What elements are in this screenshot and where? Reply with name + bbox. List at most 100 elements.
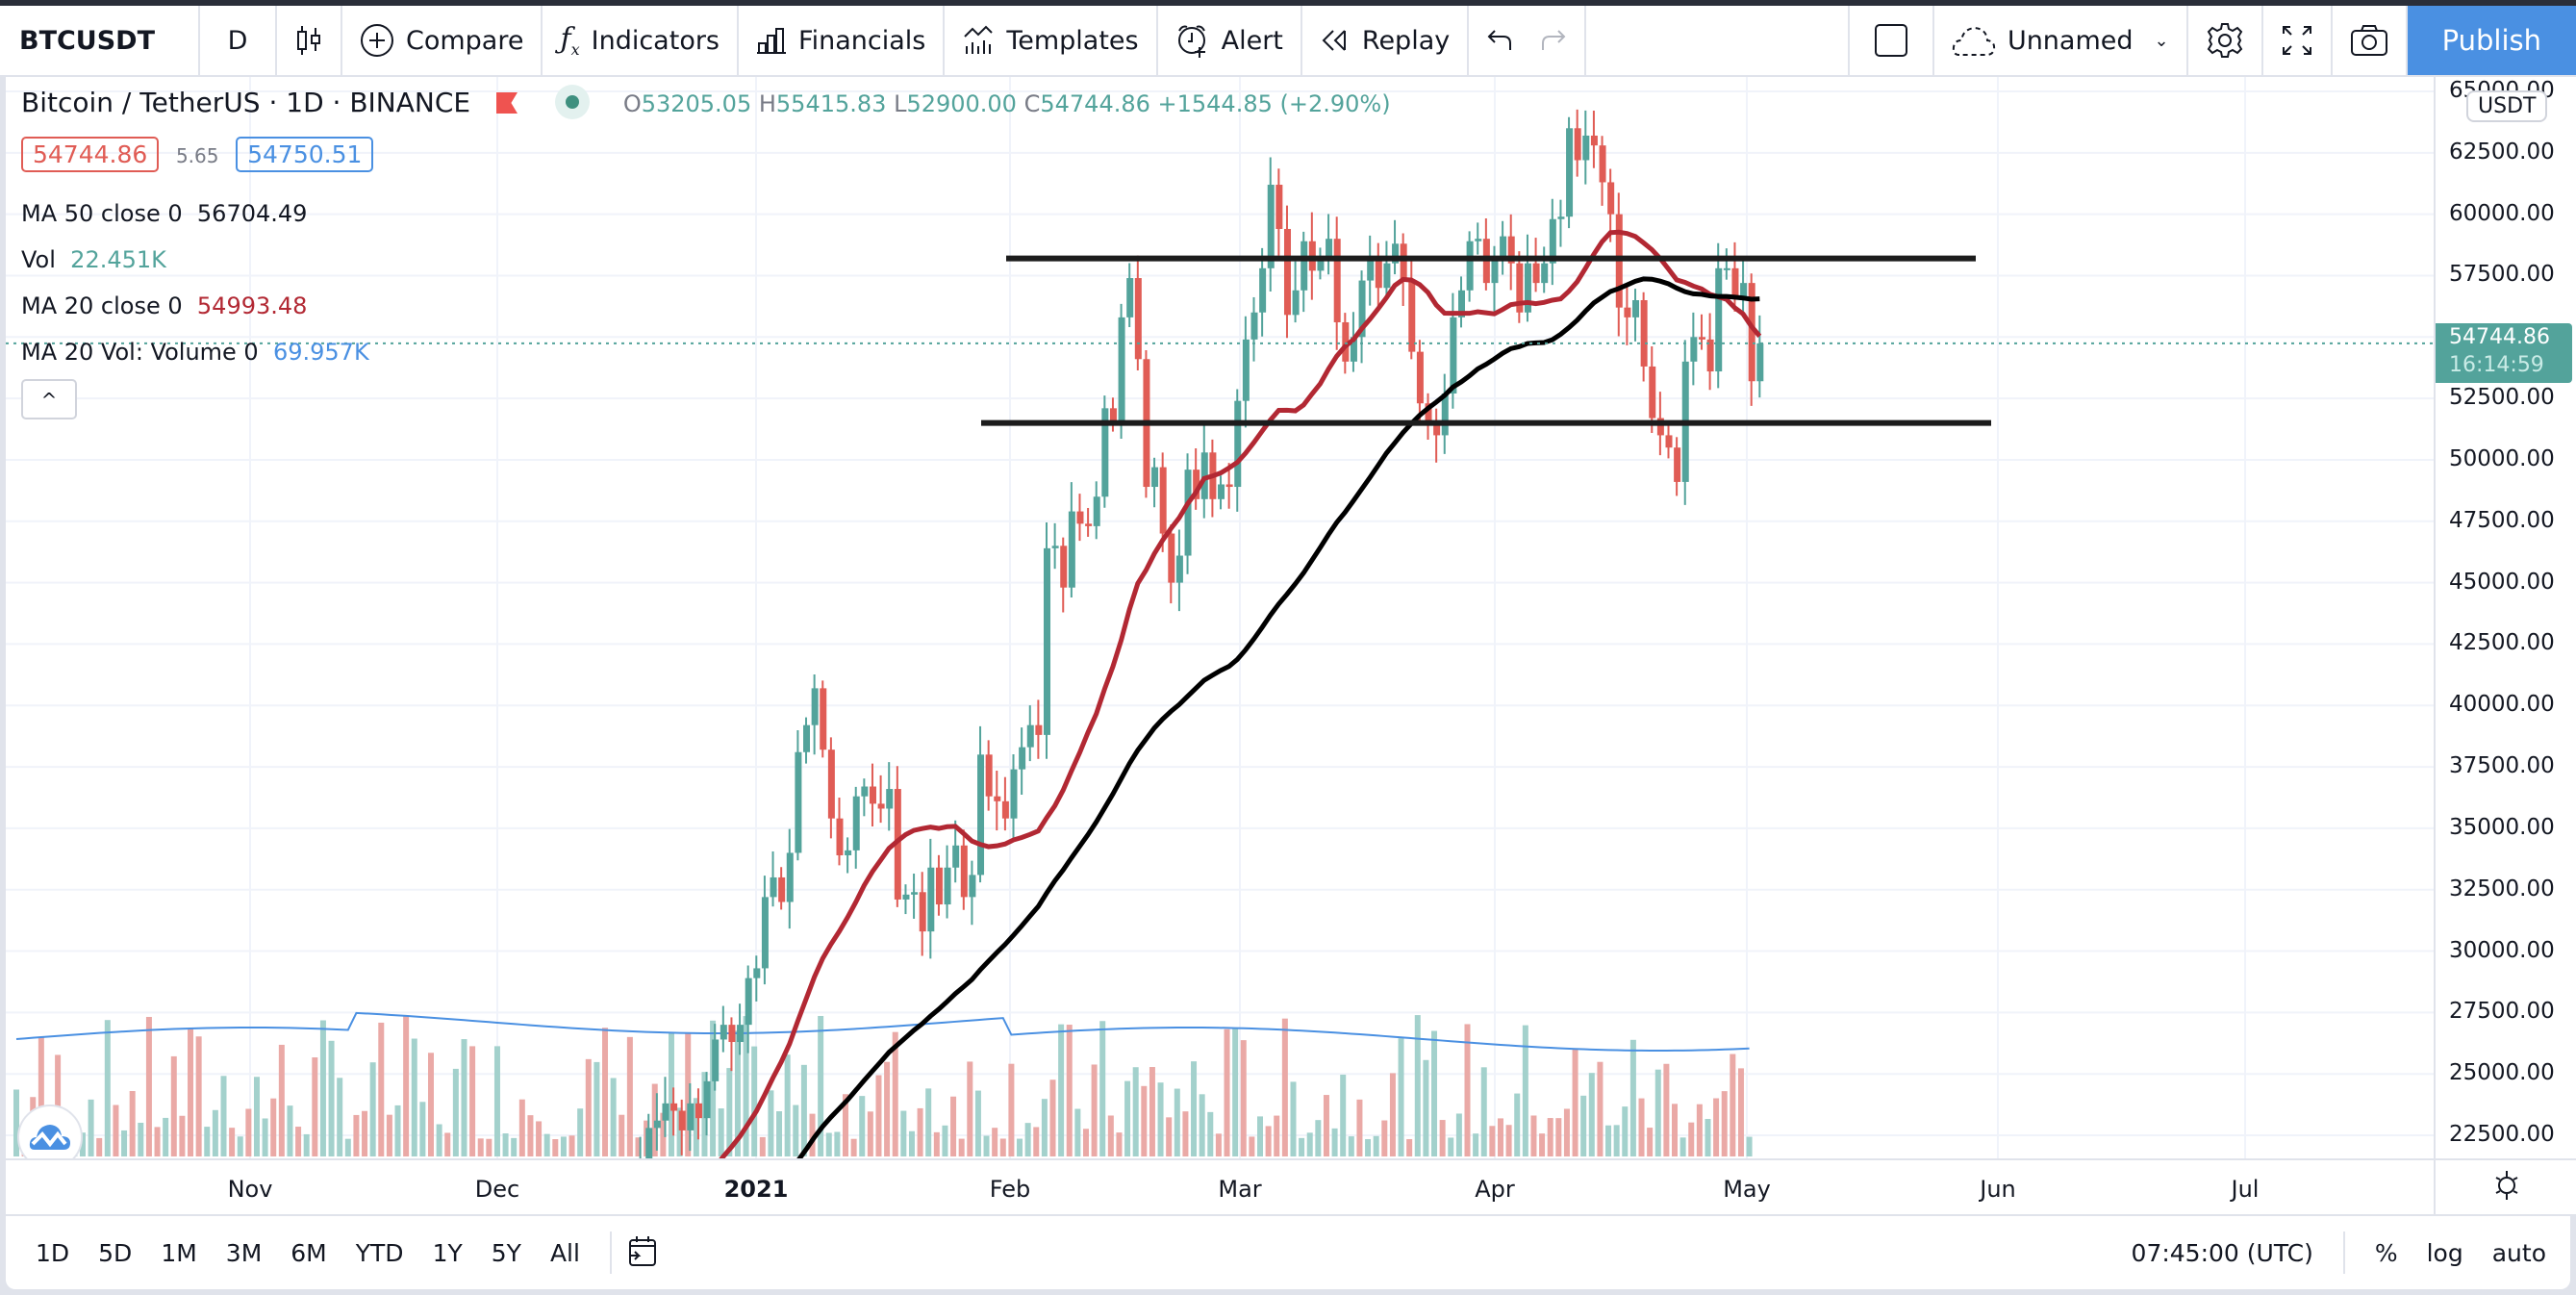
gear-icon [2206,21,2244,60]
interval-button[interactable]: D [200,6,277,75]
time-tick: Nov [227,1176,273,1203]
divider [609,1232,612,1274]
divider [2342,1232,2345,1274]
replay-button[interactable]: Replay [1302,6,1470,75]
bar-countdown: 16:14:59 [2449,353,2544,377]
time-tick: 2021 [723,1176,789,1203]
range-button-ytd[interactable]: YTD [355,1238,404,1267]
snapshot-button[interactable] [2333,6,2408,75]
range-button-3m[interactable]: 3M [225,1238,263,1267]
publish-button[interactable]: Publish [2407,6,2576,75]
cloud-logo-icon [29,1125,70,1150]
undo-icon[interactable] [1486,29,1513,52]
buy-price-button[interactable]: 54750.51 [236,137,374,172]
indicator-volume[interactable]: Vol 22.451K [21,246,166,273]
templates-button[interactable]: Templates [945,6,1158,75]
indicator-ma50[interactable]: MA 50 close 0 56704.49 [21,200,308,227]
price-axis[interactable]: 65000.0062500.0060000.0057500.0052500.00… [2434,77,2576,1158]
price-tick: 27500.00 [2449,999,2555,1025]
price-tick: 45000.00 [2449,569,2555,595]
range-button-1y[interactable]: 1Y [432,1238,463,1267]
range-button-5y[interactable]: 5Y [491,1238,521,1267]
time-tick: Apr [1475,1176,1515,1203]
range-button-1d[interactable]: 1D [36,1238,70,1267]
time-tick: Mar [1218,1176,1262,1203]
sell-price-button[interactable]: 54744.86 [21,137,160,172]
axis-settings-button[interactable] [2434,1158,2576,1214]
time-tick: Dec [474,1176,520,1203]
auto-scale-toggle[interactable]: auto [2491,1238,2546,1267]
price-tick: 22500.00 [2449,1122,2555,1148]
compare-button[interactable]: Compare [342,6,543,75]
indicator-ma20[interactable]: MA 20 close 0 54993.48 [21,292,308,319]
top-toolbar: BTCUSDT D Compare ƒx Indicators Financia… [0,6,2576,77]
indicator-volume-ma20[interactable]: MA 20 Vol: Volume 0 69.957K [21,339,369,366]
price-tick: 62500.00 [2449,139,2555,165]
time-axis[interactable]: Nov Dec 2021 Feb Mar Apr May Jun Jul [6,1158,2434,1214]
layout-name-dropdown[interactable]: Unnamed ⌄ [1934,6,2188,75]
time-tick: May [1723,1176,1771,1203]
financials-button[interactable]: Financials [739,6,946,75]
current-price-label: 54744.86 16:14:59 [2436,323,2572,383]
time-tick: Feb [989,1176,1031,1203]
time-tick: Jun [1980,1176,2016,1203]
window-top-border [0,0,2576,6]
price-tick: 37500.00 [2449,753,2555,779]
tradingview-logo[interactable] [17,1105,83,1158]
alert-label: Alert [1221,25,1283,56]
range-button-5d[interactable]: 5D [98,1238,133,1267]
sun-icon [2490,1169,2523,1206]
currency-button[interactable]: USDT [2466,90,2548,122]
function-icon: ƒx [560,22,580,59]
date-range-group: 1D 5D 1M 3M 6M YTD 1Y 5Y All [21,1239,594,1267]
templates-label: Templates [1006,25,1139,56]
price-chart-canvas[interactable] [6,77,2434,1158]
undo-redo-group [1469,6,1587,75]
chevron-up-icon: ^ [40,389,58,412]
symbol-search-button[interactable]: BTCUSDT [0,6,200,75]
price-tick: 50000.00 [2449,445,2555,471]
flag-icon[interactable] [496,92,518,114]
symbol-label: BTCUSDT [19,25,156,56]
percent-scale-toggle[interactable]: % [2374,1238,2398,1267]
templates-icon [962,25,995,56]
time-tick: Jul [2231,1176,2260,1203]
settings-button[interactable] [2188,6,2263,75]
fullscreen-button[interactable] [2263,6,2333,75]
price-tick: 47500.00 [2449,507,2555,533]
utc-clock[interactable]: 07:45:00 (UTC) [2131,1238,2313,1267]
camera-icon [2350,24,2388,57]
rewind-icon [1320,26,1351,55]
indicators-label: Indicators [591,25,720,56]
range-button-6m[interactable]: 6M [290,1238,327,1267]
redo-icon[interactable] [1540,29,1567,52]
current-price-value: 54744.86 [2449,325,2550,349]
layout-toggle-button[interactable] [1850,6,1934,75]
price-tick: 52500.00 [2449,385,2555,411]
price-tick: 35000.00 [2449,814,2555,840]
price-tick: 32500.00 [2449,876,2555,901]
chart-type-button[interactable] [277,6,342,75]
bid-ask-row: 54744.86 5.65 54750.51 [21,137,374,172]
replay-label: Replay [1361,25,1451,56]
price-tick: 57500.00 [2449,262,2555,288]
log-scale-toggle[interactable]: log [2426,1238,2463,1267]
price-tick: 30000.00 [2449,937,2555,963]
cloud-icon [1952,24,1996,57]
chart-pane[interactable]: Bitcoin / TetherUS · 1D · BINANCE O53205… [6,77,2434,1158]
range-button-all[interactable]: All [549,1238,580,1267]
goto-date-icon[interactable] [627,1234,658,1271]
candles-icon [294,24,323,57]
square-icon [1873,22,1909,59]
collapse-legend-button[interactable]: ^ [21,379,77,419]
publish-label: Publish [2441,24,2541,57]
alert-button[interactable]: Alert [1158,6,1302,75]
indicators-button[interactable]: ƒx Indicators [543,6,740,75]
symbol-legend: Bitcoin / TetherUS · 1D · BINANCE O53205… [21,85,1391,119]
compare-label: Compare [406,25,524,56]
interval-label: D [227,25,248,56]
range-button-1m[interactable]: 1M [161,1238,197,1267]
bottom-toolbar: 1D 5D 1M 3M 6M YTD 1Y 5Y All 07:45:00 (UTC) % lo… [6,1214,2570,1289]
financials-label: Financials [798,25,926,56]
toolbar-spacer [1586,6,1850,75]
